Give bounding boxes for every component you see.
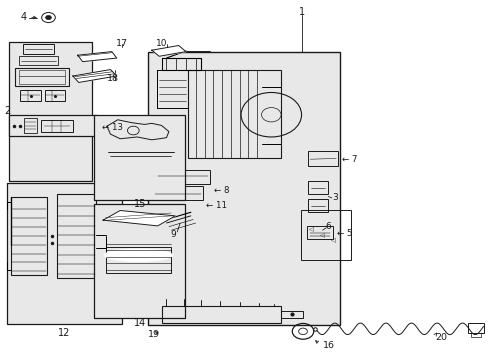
Bar bbox=[94, 204, 184, 318]
Text: 12: 12 bbox=[58, 328, 70, 338]
Text: 6: 6 bbox=[325, 222, 330, 231]
Bar bbox=[470, 333, 480, 337]
Text: 9: 9 bbox=[169, 230, 175, 239]
Text: ◁: ◁ bbox=[319, 233, 323, 238]
Bar bbox=[9, 42, 92, 181]
Bar bbox=[41, 120, 73, 132]
Text: 14: 14 bbox=[133, 319, 145, 328]
Circle shape bbox=[45, 15, 51, 20]
Bar bbox=[11, 197, 47, 275]
Bar bbox=[105, 247, 171, 273]
Bar bbox=[57, 194, 96, 278]
Text: ← 5: ← 5 bbox=[336, 229, 352, 238]
Bar bbox=[148, 51, 339, 325]
Text: ← 13: ← 13 bbox=[102, 123, 123, 132]
Text: 3: 3 bbox=[331, 193, 337, 202]
Bar bbox=[94, 116, 184, 200]
Text: 17: 17 bbox=[116, 39, 128, 48]
Text: ← 11: ← 11 bbox=[206, 201, 227, 210]
Ellipse shape bbox=[104, 249, 172, 262]
Bar bbox=[153, 186, 203, 200]
Polygon shape bbox=[78, 51, 117, 62]
Text: 18: 18 bbox=[106, 75, 118, 84]
Bar bbox=[9, 116, 97, 136]
Bar bbox=[22, 44, 54, 54]
Text: 10: 10 bbox=[156, 39, 167, 48]
Bar bbox=[44, 90, 65, 101]
Text: 15: 15 bbox=[133, 199, 145, 210]
Polygon shape bbox=[73, 69, 117, 82]
Bar bbox=[15, 68, 69, 86]
Text: ← 8: ← 8 bbox=[214, 185, 229, 194]
Bar bbox=[300, 211, 350, 260]
Bar bbox=[19, 70, 65, 84]
Text: 1: 1 bbox=[298, 7, 305, 17]
Bar bbox=[467, 323, 484, 333]
Bar bbox=[156, 170, 210, 184]
Text: ◁: ◁ bbox=[308, 228, 312, 233]
Bar bbox=[281, 311, 303, 318]
Bar bbox=[188, 69, 281, 158]
Polygon shape bbox=[103, 211, 175, 226]
Text: ← 7: ← 7 bbox=[341, 156, 357, 165]
Text: 16: 16 bbox=[322, 341, 334, 350]
Bar bbox=[19, 56, 58, 65]
Text: ◁: ◁ bbox=[329, 238, 334, 243]
Text: 19: 19 bbox=[148, 330, 160, 339]
Text: 2: 2 bbox=[4, 106, 11, 116]
Bar bbox=[161, 306, 281, 323]
Bar bbox=[306, 226, 332, 239]
Bar bbox=[307, 181, 328, 194]
Text: 4: 4 bbox=[20, 12, 26, 22]
Bar bbox=[307, 151, 337, 166]
Bar bbox=[6, 183, 122, 324]
Bar bbox=[24, 118, 37, 134]
Polygon shape bbox=[152, 45, 185, 56]
Bar bbox=[307, 199, 328, 212]
Bar bbox=[20, 90, 41, 101]
Text: 20: 20 bbox=[435, 333, 447, 342]
